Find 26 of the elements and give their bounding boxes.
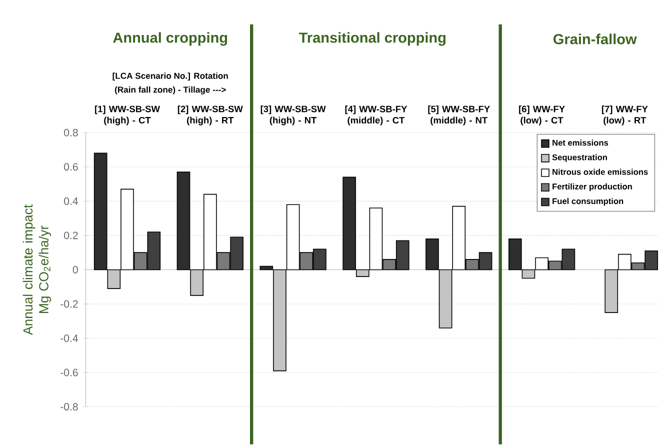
- text: Transitional cropping: [299, 32, 446, 46]
- y-tick-label: 0: [72, 266, 78, 274]
- legend-label: Net emissions: [552, 140, 608, 146]
- x-tick-label: [5] WW-SB-FY (middle) - NT: [428, 106, 490, 126]
- legend-label: Nitrous oxide emissions: [552, 168, 648, 175]
- x-tick-label: [7] WW-FY (low) - RT: [602, 106, 648, 126]
- y-tick-label: -0.4: [60, 334, 78, 342]
- x-tick-label: [1] WW-SB-SW (high) - CT: [95, 105, 160, 126]
- x-tick-label: [3] WW-SB-SW (high) - NT: [260, 105, 326, 126]
- legend-label: Fertilizer production: [552, 183, 632, 192]
- y-tick-label: -0.2: [60, 300, 78, 308]
- y-tick-label: -0.6: [60, 368, 78, 376]
- x-tick-label: [4] WW-SB-FY (middle) - CT: [345, 106, 408, 126]
- text: (Rain fall zone) - Tillage --->: [114, 86, 226, 94]
- x-tick-label: [6] WW-FY (low) - CT: [519, 106, 565, 126]
- y-tick-label: -0.8: [60, 403, 78, 411]
- x-tick-label: [2] WW-SB-SW (high) - RT: [178, 105, 243, 126]
- text: Grain-fallow: [554, 34, 637, 44]
- text: [LCA Scenario No.] Rotation: [112, 72, 228, 81]
- y-tick-label: 0.2: [64, 232, 78, 240]
- text: Annual cropping: [113, 32, 228, 46]
- y-tick-label: 0.4: [64, 197, 78, 205]
- y-tick-label: 0.6: [64, 163, 78, 171]
- legend-label: Sequestration: [552, 154, 607, 162]
- legend-label: Fuel consumption: [552, 198, 624, 206]
- y-tick-label: 0.8: [64, 128, 78, 136]
